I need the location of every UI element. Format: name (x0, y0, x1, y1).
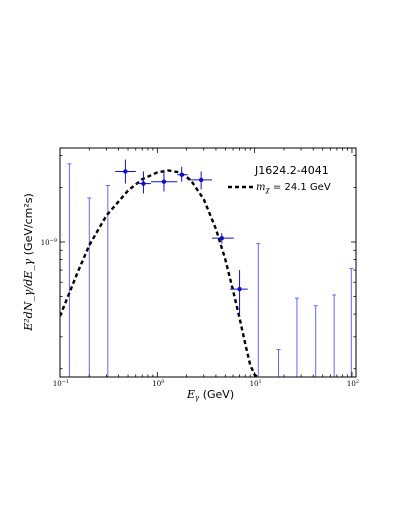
data-point-4 (187, 171, 213, 190)
data-marker-4 (198, 177, 204, 183)
model-curve (60, 169, 259, 377)
tick-labels: 10−1 100 101 102 10−9 (41, 238, 359, 388)
data-points (115, 159, 248, 315)
x-tick-label-3: 102 (347, 379, 359, 388)
x-tick-label-1: 100 (152, 379, 164, 388)
data-marker-6 (237, 286, 242, 292)
data-marker-5 (219, 235, 225, 241)
x-tick-label-0: 10−1 (53, 379, 69, 388)
data-marker-3 (179, 172, 184, 177)
data-point-0 (115, 159, 136, 184)
data-point-6 (230, 270, 248, 315)
data-point-2 (150, 169, 178, 192)
upper-limits (67, 163, 354, 377)
plot-frame (59, 147, 357, 378)
legend-model-label: mχ = 24.1 GeV (256, 182, 331, 194)
x-tick-label-2: 101 (250, 379, 262, 388)
data-marker-1 (141, 181, 146, 186)
x-axis-label: Eγ (GeV) (186, 388, 234, 402)
data-marker-0 (123, 169, 128, 174)
data-point-3 (177, 166, 188, 182)
data-point-5 (212, 233, 234, 244)
source-label: J1624.2-4041 (254, 164, 329, 177)
y-tick-label-0: 10−9 (41, 238, 57, 247)
data-point-1 (135, 171, 151, 194)
data-marker-2 (161, 179, 167, 184)
y-axis-label: E²dN_γ/dE_γ (GeV/cm²s) (22, 193, 35, 332)
